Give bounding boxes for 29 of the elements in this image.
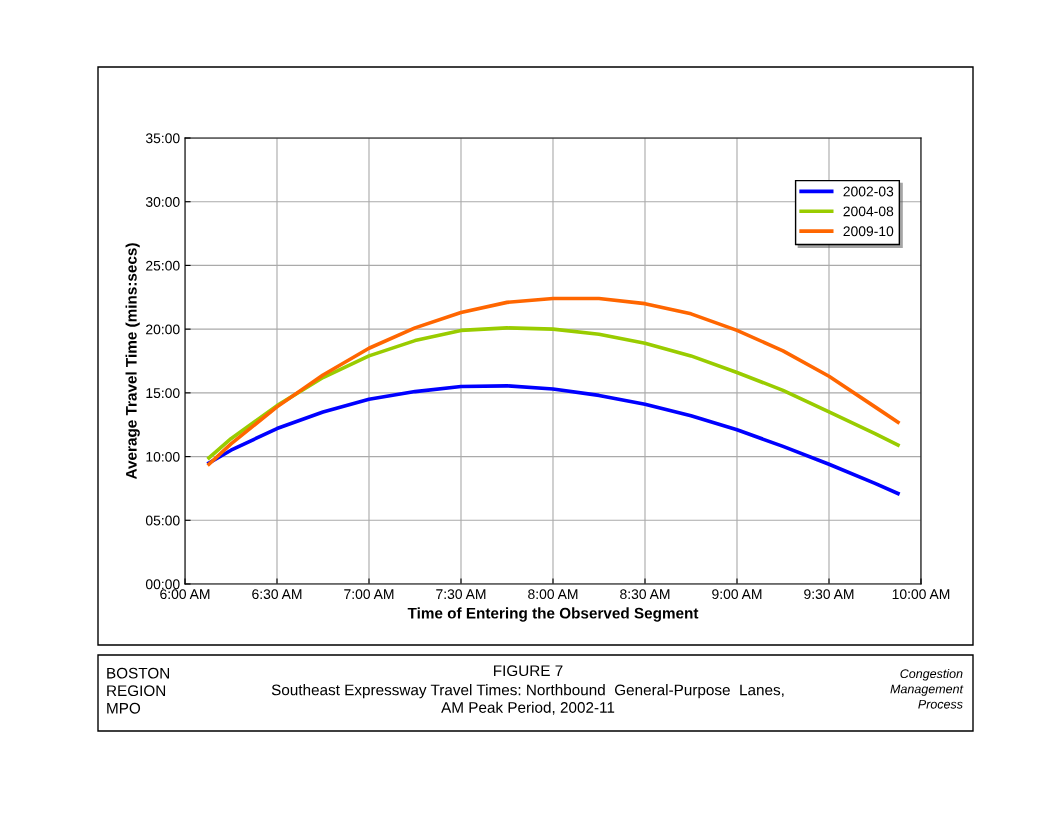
x-tick-label: 10:00 AM	[892, 589, 950, 600]
x-tick-label: 7:00 AM	[344, 589, 394, 600]
text: Congestion Management Process	[890, 668, 964, 709]
x-tick-label: 6:30 AM	[252, 589, 302, 600]
y-axis-title: Average Travel Time (mins:secs)	[125, 243, 140, 480]
x-tick-label: 8:30 AM	[620, 589, 670, 600]
legend-label: 2002-03	[843, 186, 894, 197]
legend-label: 2004-08	[843, 206, 894, 217]
text: FIGURE 7	[494, 665, 563, 677]
y-tick-label: 20:00	[146, 324, 180, 335]
y-tick-label: 10:00	[146, 451, 180, 462]
line-series	[207, 326, 900, 460]
line-series	[207, 384, 900, 496]
y-tick-label: 05:00	[145, 515, 180, 526]
text: BOSTON REGION MPO	[107, 667, 169, 714]
line-series	[207, 296, 900, 467]
y-tick-label: 25:00	[146, 260, 180, 271]
y-tick-label: 15:00	[146, 388, 180, 399]
y-tick-label: 30:00	[145, 197, 180, 207]
x-tick-label: 8:00 AM	[528, 589, 578, 600]
legend-label: 2009-10	[843, 226, 894, 237]
x-axis-title: Time of Entering the Observed Segment	[407, 607, 699, 622]
x-tick-label: 9:00 AM	[712, 589, 762, 600]
y-tick-label: 35:00	[145, 133, 180, 144]
text: Southeast Expressway Travel Times: Northbound General-Purpose Lanes, AM Peak Period, 2002-11	[271, 684, 784, 715]
x-tick-label: 6:00 AM	[160, 589, 210, 600]
x-tick-label: 9:30 AM	[804, 589, 854, 600]
x-tick-label: 7:30 AM	[436, 589, 486, 600]
y-tick-label: 00:00	[145, 579, 180, 590]
